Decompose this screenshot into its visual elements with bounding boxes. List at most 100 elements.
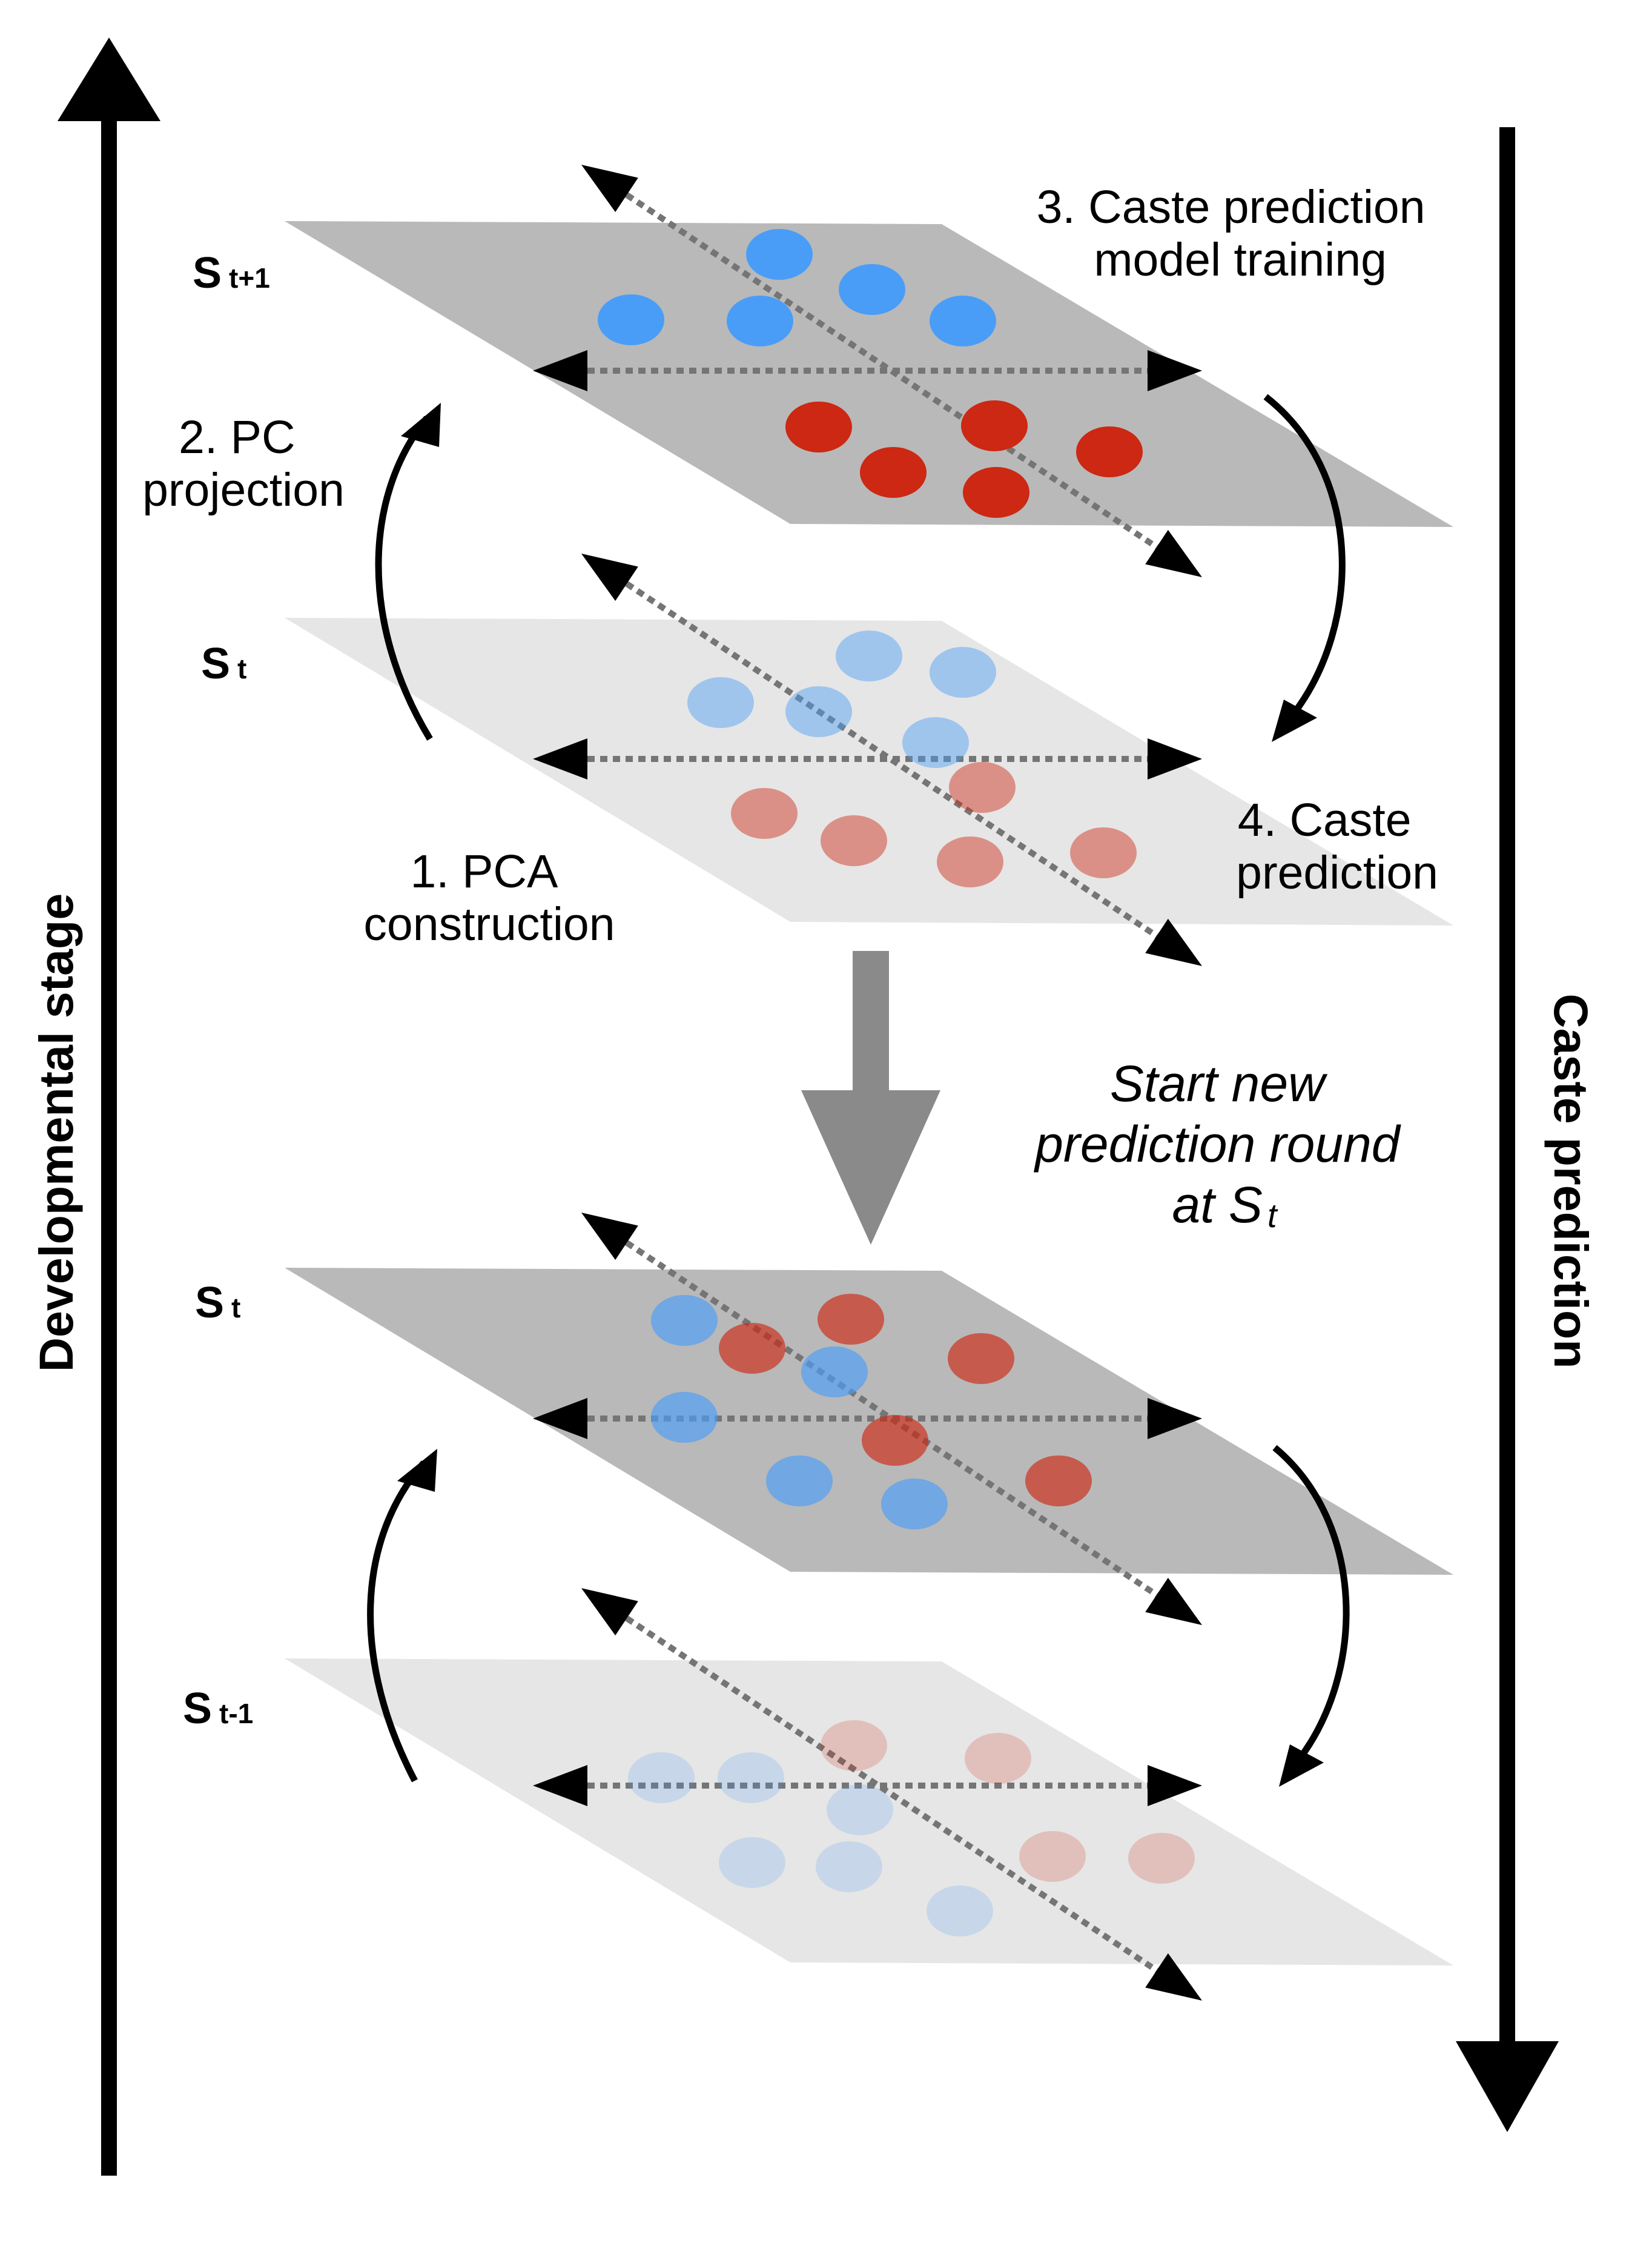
pc2-axis — [581, 165, 1202, 577]
developmental-axis-line — [101, 121, 117, 2176]
pc-projection-arrowhead-bottom — [397, 1449, 437, 1492]
step-3-label: 3. Caste prediction model training — [1037, 181, 1438, 286]
pc-projection-curve-arrow — [375, 416, 433, 741]
red-sample-dot — [860, 447, 927, 498]
red-sample-dot — [818, 1294, 884, 1345]
pc1-axis-arrowhead-start — [533, 738, 587, 780]
plane-s-t-top — [285, 618, 1453, 926]
pc1-axis-arrowhead-start — [533, 1765, 587, 1806]
pc1-axis-arrowhead-start — [533, 350, 587, 391]
transition-arrow-shaft — [853, 951, 889, 1093]
pc2-axis-arrowhead-end — [1145, 1577, 1202, 1625]
blue-sample-dot — [651, 1295, 718, 1346]
blue-sample-dot — [598, 294, 664, 345]
pc2-axis — [581, 554, 1202, 966]
red-sample-dot — [963, 467, 1029, 518]
red-sample-dot — [731, 788, 798, 839]
pc2-axis-arrowhead-end — [1145, 529, 1202, 577]
blue-sample-dot — [628, 1752, 695, 1803]
blue-sample-dot — [746, 229, 813, 280]
plane-s-t-plus-1 — [285, 221, 1453, 527]
red-sample-dot — [719, 1323, 785, 1374]
caste-prediction-curve-arrow — [1263, 394, 1346, 717]
pc1-axis-arrowhead-end — [1148, 1398, 1202, 1439]
pc-projection-arrowhead — [401, 403, 441, 447]
red-sample-dot — [821, 1720, 887, 1771]
step-3-line-1: 3. Caste prediction — [1037, 181, 1426, 233]
caste-prediction-curve-arrow-bottom — [1272, 1445, 1350, 1762]
pc1-axis-arrowhead-end — [1148, 738, 1202, 780]
note-line-1: Start new — [1110, 1055, 1328, 1112]
step-1-line-2: construction — [363, 898, 615, 950]
pc2-axis-arrowhead-start — [581, 1588, 638, 1636]
blue-sample-dot — [687, 677, 754, 728]
blue-sample-dot — [839, 264, 905, 315]
dots-s-t-bottom — [651, 1294, 1092, 1529]
blue-sample-dot — [902, 717, 969, 768]
red-sample-dot — [785, 402, 852, 452]
stage-letter: S — [183, 1684, 212, 1733]
red-sample-dot — [937, 836, 1003, 887]
pc2-axis-dotted-line — [625, 1615, 1158, 1973]
step-1-line-1: 1. PCA — [410, 846, 558, 898]
blue-sample-dot — [927, 1886, 993, 1936]
pc1-axis — [533, 350, 1202, 391]
plane-axes-s-t-top — [533, 554, 1202, 966]
blue-sample-dot — [881, 1478, 948, 1529]
blue-sample-dot — [816, 1841, 882, 1892]
blue-sample-dot — [827, 1784, 893, 1835]
stage-letter: S — [195, 1279, 224, 1327]
caste-prediction-axis-arrowhead — [1456, 2041, 1559, 2132]
developmental-stage-axis — [58, 38, 160, 2176]
red-sample-dot — [1070, 827, 1137, 878]
plane-s-t-minus-1 — [285, 1658, 1453, 1965]
blue-sample-dot — [718, 1752, 784, 1803]
step-3-line-2: model training — [1094, 234, 1387, 286]
caste-prediction-axis — [1456, 127, 1559, 2132]
pc1-axis — [533, 738, 1202, 780]
note-prefix: at — [1172, 1176, 1229, 1233]
caste-prediction-axis-line — [1499, 127, 1515, 2041]
transition-arrow-head — [801, 1090, 940, 1245]
blue-sample-dot — [719, 1837, 785, 1888]
step-4-line-2: prediction — [1236, 847, 1438, 899]
pc2-axis-arrowhead-start — [581, 165, 638, 213]
stage-letter: S — [201, 640, 230, 688]
dots-s-t-plus-1 — [598, 229, 1143, 518]
step-2-label: 2. PC projection — [142, 411, 345, 516]
blue-sample-dot — [651, 1392, 718, 1443]
pc2-axis — [581, 1588, 1202, 2001]
blue-sample-dot — [727, 296, 793, 346]
red-sample-dot — [1128, 1833, 1195, 1884]
pc1-axis-arrowhead-end — [1148, 350, 1202, 391]
note-stage-subscript: t — [1267, 1196, 1278, 1234]
stage-subscript: t-1 — [219, 1698, 253, 1729]
stage-subscript: t — [231, 1292, 240, 1323]
pc2-axis-dotted-line — [625, 581, 1158, 939]
new-round-transition-arrow — [801, 951, 940, 1245]
step-2-line-2: projection — [142, 464, 345, 516]
stage-subscript: t — [237, 653, 246, 684]
pc2-axis-dotted-line — [625, 192, 1158, 550]
dots-s-t-minus-1 — [628, 1720, 1195, 1936]
pc-projection-curve-arrow-bottom — [367, 1460, 427, 1783]
step-2-line-1: 2. PC — [179, 411, 296, 463]
pc1-axis-arrowhead-start — [533, 1398, 587, 1439]
red-sample-dot — [1025, 1455, 1092, 1506]
pc1-axis-arrowhead-end — [1148, 1765, 1202, 1806]
pc2-axis-arrowhead-start — [581, 554, 638, 601]
red-sample-dot — [961, 400, 1028, 451]
pc1-axis — [533, 1765, 1202, 1806]
blue-sample-dot — [801, 1346, 868, 1397]
step-4-line-1: 4. Caste — [1238, 794, 1412, 846]
caste-prediction-label: Caste prediction — [1544, 994, 1598, 1369]
stage-letter: S — [193, 249, 222, 297]
blue-sample-dot — [930, 296, 996, 346]
blue-sample-dot — [785, 686, 852, 737]
